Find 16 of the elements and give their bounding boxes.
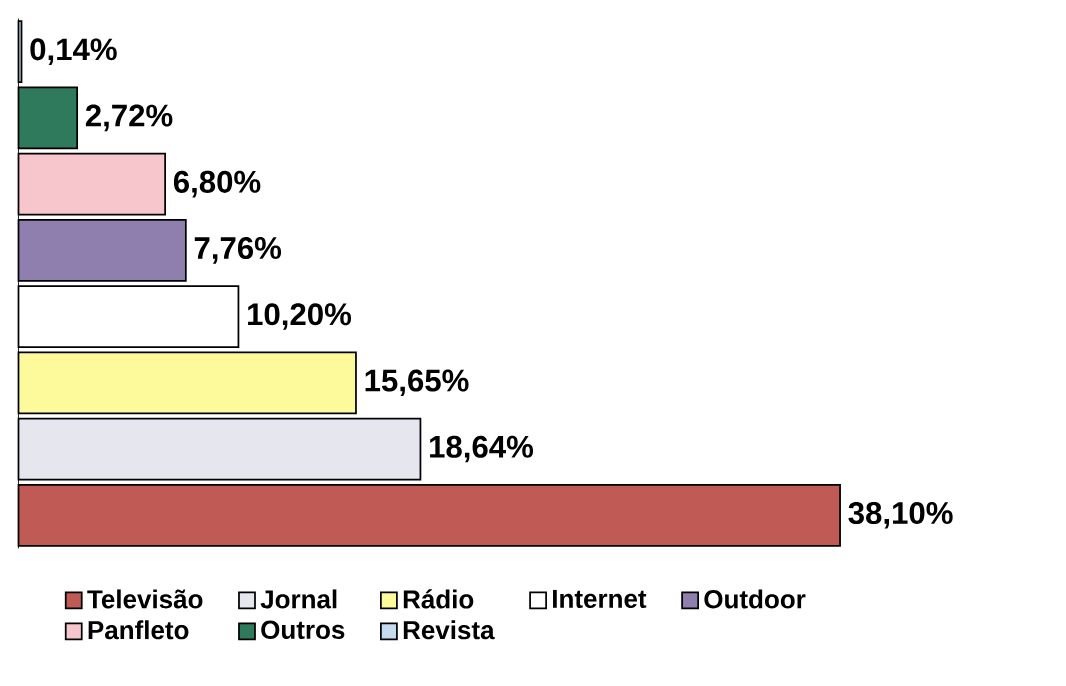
legend-label: Outros (261, 620, 345, 640)
legend-label: Internet (553, 590, 647, 609)
data-label: 6,80% (173, 170, 261, 198)
data-label: 38,10% (848, 502, 953, 529)
legend-label: Rádio (403, 589, 474, 609)
legend-label: Outdoor (704, 589, 806, 609)
data-label: 2,72% (85, 104, 173, 132)
data-label: 15,65% (365, 369, 469, 397)
data-label: 10,20% (248, 303, 352, 330)
data-label: 0,14% (30, 38, 117, 66)
legend-label: Revista (403, 620, 495, 640)
legend-label: Panfleto (88, 620, 189, 640)
data-label: 18,64% (430, 435, 534, 463)
legend-label: Televisão (87, 589, 203, 609)
data-label: 7,76% (194, 237, 282, 264)
legend-label: Jornal (260, 589, 337, 609)
